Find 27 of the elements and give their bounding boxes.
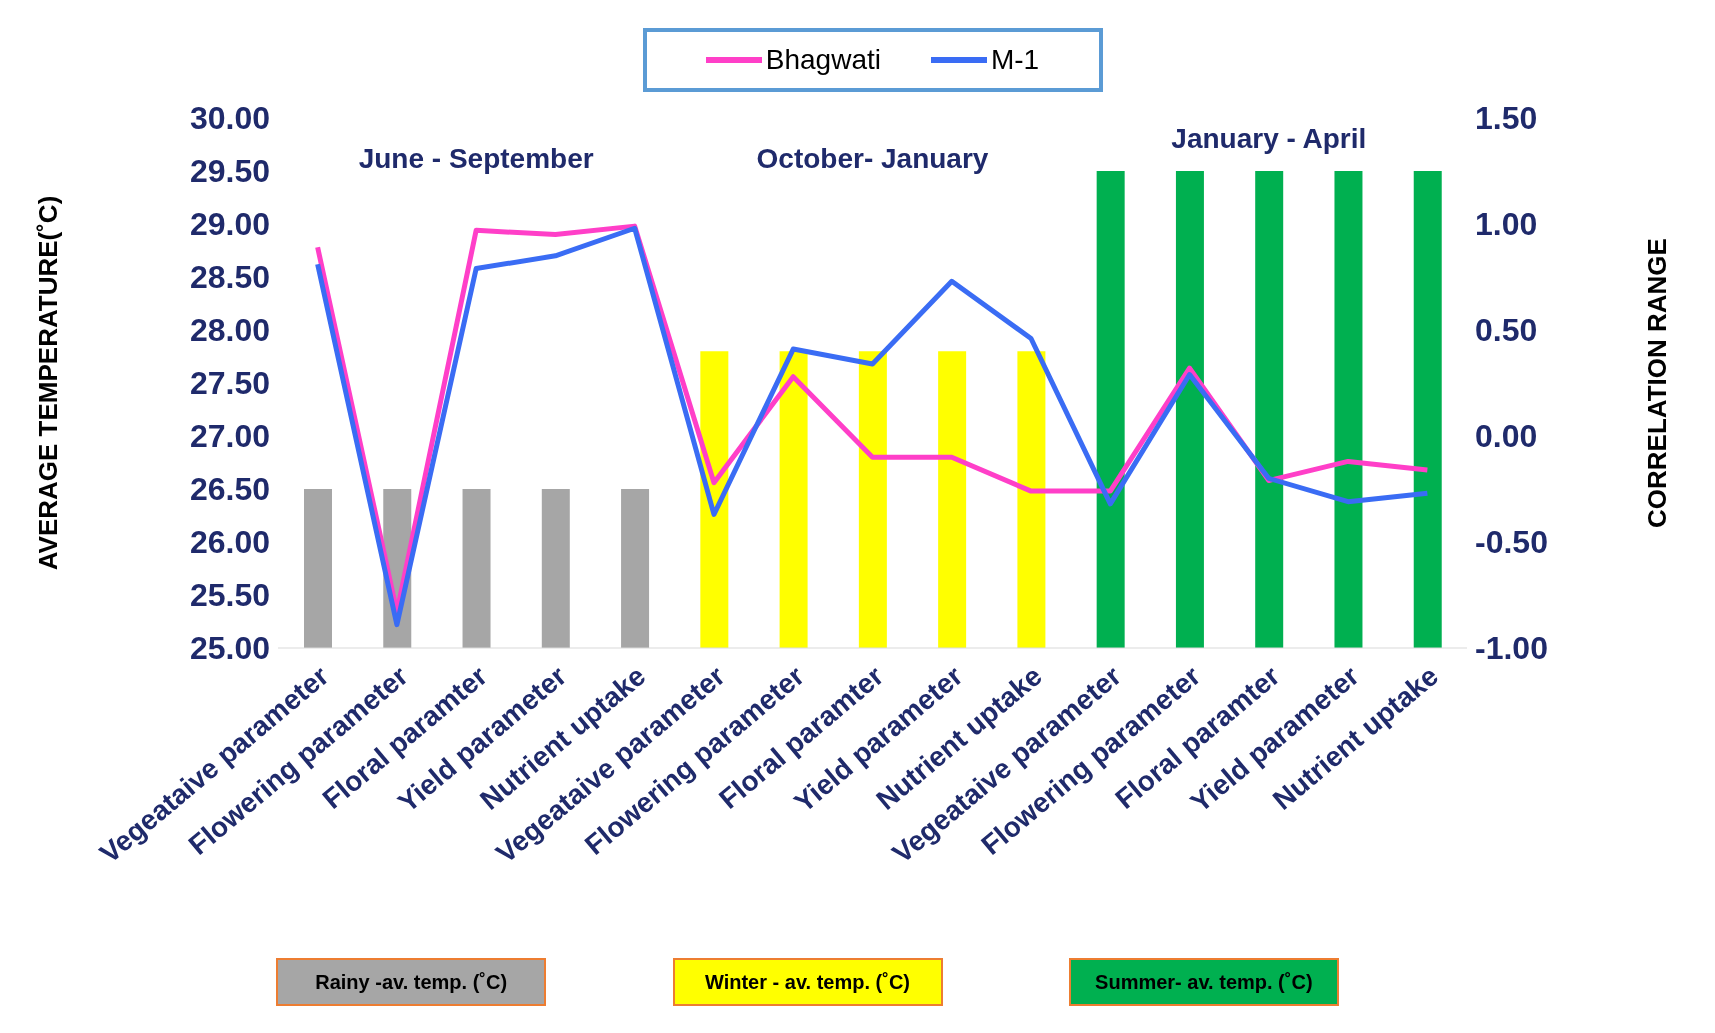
y-tick-label: 30.00	[189, 100, 270, 137]
y2-tick-label: 0.00	[1475, 418, 1538, 455]
y2-tick-label: 1.00	[1475, 206, 1538, 243]
legend-label: M-1	[990, 44, 1040, 76]
y2-tick-label: -1.00	[1475, 630, 1548, 667]
legend-label: Bhagwati	[765, 44, 881, 76]
y-tick-label: 27.00	[189, 418, 270, 455]
y-tick-label: 25.50	[189, 577, 270, 614]
text: Winter - av. temp. (˚C)	[672, 958, 943, 1006]
y-tick-label: 28.50	[189, 259, 270, 296]
y-tick-label: 27.50	[189, 365, 270, 402]
text: Rainy -av. temp. (˚C)	[276, 958, 547, 1006]
y-tick-label: 25.00	[189, 630, 270, 667]
y2-tick-label: 0.50	[1475, 312, 1538, 349]
y-tick-label: 29.50	[189, 153, 270, 190]
y-axis-title: AVERAGE TEMPERATURE(˚C)	[33, 195, 64, 571]
y2-axis-title: CORRELATION RANGE	[1642, 238, 1673, 528]
y-tick-label: 29.00	[189, 206, 270, 243]
annotation: October- January	[755, 143, 990, 175]
text: Summer- av. temp. (˚C)	[1068, 958, 1339, 1006]
y-tick-label: 26.50	[189, 471, 270, 508]
y2-tick-label: -0.50	[1475, 524, 1548, 561]
annotation: June - September	[357, 143, 595, 175]
annotation: January - April	[1170, 123, 1368, 155]
y2-tick-label: 1.50	[1475, 100, 1538, 137]
y-tick-label: 26.00	[189, 524, 270, 561]
y-tick-label: 28.00	[189, 312, 270, 349]
